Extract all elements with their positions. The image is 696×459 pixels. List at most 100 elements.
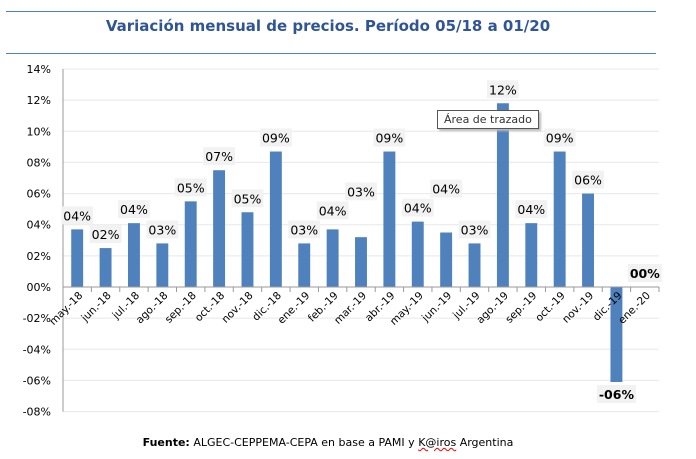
data-label-text: 03% bbox=[290, 222, 318, 237]
data-label-bg bbox=[118, 200, 150, 219]
bar-dic.-19 bbox=[610, 287, 623, 382]
footer-kairos: K@iros bbox=[418, 436, 457, 449]
x-tick-label: ene.-19 bbox=[276, 290, 313, 327]
data-label-text: 03% bbox=[461, 222, 489, 237]
y-tick-label: 06% bbox=[27, 188, 51, 201]
data-label-feb.-19: 04% bbox=[316, 201, 349, 220]
data-label-text: 03% bbox=[148, 222, 176, 237]
bar-chart[interactable]: -08%-06%-04%-02%00%02%04%06%08%10%12%14%… bbox=[0, 55, 696, 425]
data-label-text: 04% bbox=[120, 202, 148, 217]
y-tick-label: 10% bbox=[27, 125, 51, 138]
bar-nov.-18 bbox=[241, 212, 254, 287]
data-label-text: 09% bbox=[375, 131, 403, 146]
data-label-text: 04% bbox=[319, 203, 347, 218]
data-label-bg bbox=[316, 201, 349, 220]
data-label-sep.-19: 04% bbox=[515, 200, 548, 219]
data-label-jun.-19: 04% bbox=[430, 179, 463, 198]
data-label-oct.-18: 07% bbox=[203, 147, 235, 166]
footer-label: Fuente: bbox=[142, 436, 190, 449]
data-label-text: 09% bbox=[546, 131, 574, 146]
data-label-sep.-18: 05% bbox=[174, 178, 207, 197]
bar-sep.-19 bbox=[525, 223, 538, 287]
data-label-bg bbox=[596, 384, 636, 403]
y-tick-label: 14% bbox=[27, 63, 51, 76]
title-bottom-rule bbox=[6, 53, 656, 54]
data-label-bg bbox=[401, 198, 434, 217]
x-tick-label: jun.-18 bbox=[79, 290, 114, 325]
bar-oct.-18 bbox=[213, 170, 226, 287]
data-label-bg bbox=[345, 182, 377, 201]
y-tick-label: 02% bbox=[27, 250, 51, 263]
data-label-bg bbox=[61, 206, 94, 225]
y-tick-label: -06% bbox=[23, 374, 51, 387]
x-tick-label: sep.-19 bbox=[503, 290, 539, 326]
data-label-bg bbox=[487, 80, 519, 99]
bar-jul.-19 bbox=[468, 243, 481, 287]
data-label-bg bbox=[89, 225, 122, 244]
chart-title: Variación mensual de precios. Período 05… bbox=[105, 17, 551, 35]
data-label-bg bbox=[627, 264, 662, 282]
data-label-abr.-19: 09% bbox=[373, 128, 406, 147]
x-tick-label: nov.-18 bbox=[220, 290, 256, 326]
data-label-bg bbox=[231, 189, 264, 208]
plot-area-tooltip: Área de trazado bbox=[437, 110, 539, 129]
bar-dic.-18 bbox=[269, 151, 282, 287]
data-label-text: 00% bbox=[630, 266, 660, 281]
data-label-text: 05% bbox=[177, 180, 205, 195]
data-label-jul.-19: 03% bbox=[458, 220, 491, 239]
y-tick-label: 08% bbox=[27, 156, 51, 169]
data-label-bg bbox=[515, 200, 548, 219]
data-label-text: 04% bbox=[63, 208, 91, 223]
data-label-text: 09% bbox=[262, 131, 290, 146]
bar-sep.-18 bbox=[184, 201, 197, 287]
data-label-text: 04% bbox=[404, 201, 432, 216]
data-label-ene.-19: 03% bbox=[288, 220, 321, 239]
data-label-bg bbox=[543, 128, 576, 147]
data-label-ago.-18: 03% bbox=[146, 220, 179, 239]
data-label-bg bbox=[146, 220, 179, 239]
data-label-dic.-19: -06% bbox=[596, 384, 636, 403]
data-label-text: 04% bbox=[517, 202, 545, 217]
bar-feb.-19 bbox=[326, 229, 339, 287]
data-label-text: 07% bbox=[205, 149, 233, 164]
data-label-text: 03% bbox=[347, 184, 375, 199]
x-tick-label: jun.-19 bbox=[419, 290, 454, 325]
data-label-dic.-18: 09% bbox=[259, 128, 292, 147]
y-tick-label: 04% bbox=[27, 219, 51, 232]
data-label-bg bbox=[373, 128, 406, 147]
data-label-jul.-18: 04% bbox=[118, 200, 150, 219]
data-label-bg bbox=[174, 178, 207, 197]
footer-text: ALGEC-CEPPEMA-CEPA en base a PAMI y bbox=[189, 436, 419, 449]
data-label-bg bbox=[572, 170, 604, 189]
bar-may.-19 bbox=[411, 221, 424, 287]
x-tick-label: nov.-19 bbox=[560, 290, 596, 326]
data-label-ene.-20: 00% bbox=[627, 264, 662, 282]
bar-ago.-18 bbox=[156, 243, 169, 287]
data-label-text: 06% bbox=[574, 173, 602, 188]
data-label-bg bbox=[458, 220, 491, 239]
source-footer: Fuente: ALGEC-CEPPEMA-CEPA en base a PAM… bbox=[0, 436, 656, 449]
footer-text-end: Argentina bbox=[456, 436, 514, 449]
bar-ago.-19 bbox=[496, 103, 509, 287]
bar-mar.-19 bbox=[355, 237, 367, 287]
y-tick-label: -04% bbox=[23, 343, 51, 356]
data-label-text: -06% bbox=[599, 387, 635, 402]
data-label-bg bbox=[259, 128, 292, 147]
data-label-may.-19: 04% bbox=[401, 198, 434, 217]
bar-jun.-19 bbox=[440, 232, 453, 287]
bar-ene.-19 bbox=[298, 243, 311, 287]
data-label-text: 12% bbox=[489, 82, 517, 97]
bar-nov.-19 bbox=[582, 193, 595, 287]
y-tick-label: 12% bbox=[27, 94, 51, 107]
data-label-nov.-19: 06% bbox=[572, 170, 604, 189]
bar-abr.-19 bbox=[383, 151, 396, 287]
data-label-text: 05% bbox=[234, 191, 262, 206]
y-tick-label: -02% bbox=[23, 312, 51, 325]
data-label-jun.-18: 02% bbox=[89, 225, 122, 244]
data-label-text: 02% bbox=[92, 227, 120, 242]
data-label-oct.-19: 09% bbox=[543, 128, 576, 147]
data-label-bg bbox=[288, 220, 321, 239]
y-tick-label: -08% bbox=[23, 406, 51, 419]
data-label-bg bbox=[203, 147, 235, 166]
data-label-ago.-19: 12% bbox=[487, 80, 519, 99]
